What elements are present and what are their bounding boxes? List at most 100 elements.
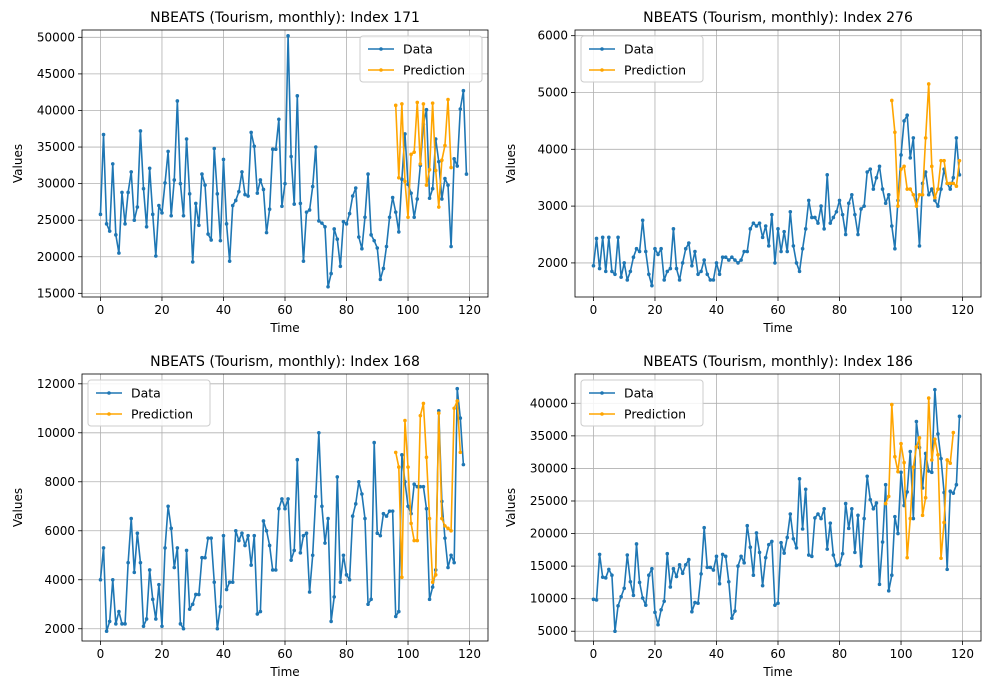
data-point bbox=[776, 227, 780, 231]
y-tick-label: 35000 bbox=[530, 429, 568, 443]
x-tick-label: 20 bbox=[647, 647, 662, 661]
data-point bbox=[221, 533, 226, 538]
data-point bbox=[705, 272, 710, 277]
data-point bbox=[665, 269, 670, 274]
data-point bbox=[240, 531, 244, 536]
data-point bbox=[850, 192, 854, 197]
data-point bbox=[723, 554, 728, 559]
data-point bbox=[230, 203, 235, 208]
data-point bbox=[430, 101, 435, 105]
subplot-top-left: 0 20 40 60 80 100 120 15000 20000 25000 30000 35000… bbox=[11, 10, 489, 335]
data-point bbox=[126, 190, 130, 195]
y-tick-label: 30000 bbox=[530, 461, 568, 475]
x-tick-label: 20 bbox=[647, 303, 662, 317]
data-point bbox=[653, 610, 657, 615]
data-point bbox=[464, 172, 469, 176]
data-point bbox=[286, 34, 290, 38]
data-point bbox=[902, 164, 906, 169]
data-point bbox=[261, 187, 266, 192]
data-point bbox=[893, 514, 897, 519]
data-point bbox=[292, 202, 297, 206]
x-tick-label: 120 bbox=[458, 303, 481, 317]
data-point bbox=[200, 555, 204, 560]
data-point bbox=[378, 533, 383, 538]
data-point bbox=[172, 178, 177, 182]
data-point bbox=[329, 271, 333, 276]
data-point bbox=[403, 132, 407, 136]
data-point bbox=[603, 269, 608, 274]
data-point bbox=[890, 573, 894, 578]
data-point bbox=[353, 502, 358, 506]
data-point bbox=[754, 224, 759, 228]
x-tick-label: 100 bbox=[890, 303, 913, 317]
data-point bbox=[267, 543, 272, 548]
data-point bbox=[384, 514, 389, 518]
data-point bbox=[393, 450, 398, 455]
x-tick-label: 0 bbox=[97, 647, 105, 661]
data-point bbox=[101, 132, 106, 137]
data-point bbox=[427, 196, 432, 201]
data-point bbox=[427, 516, 432, 521]
data-point bbox=[594, 598, 599, 602]
data-point bbox=[150, 212, 155, 217]
data-point bbox=[659, 607, 663, 612]
data-point bbox=[914, 419, 919, 424]
data-point bbox=[117, 609, 121, 614]
data-point bbox=[332, 595, 337, 599]
data-point bbox=[880, 540, 885, 544]
data-point bbox=[736, 261, 740, 265]
data-point bbox=[233, 198, 238, 203]
data-point bbox=[945, 567, 949, 572]
data-point bbox=[936, 432, 940, 436]
data-point bbox=[908, 187, 913, 191]
legend: Data Prediction bbox=[580, 379, 704, 427]
data-point bbox=[942, 158, 946, 163]
data-point bbox=[714, 554, 719, 559]
data-point bbox=[203, 183, 207, 187]
data-point bbox=[933, 198, 937, 203]
x-tick-label: 100 bbox=[890, 647, 913, 661]
data-point bbox=[246, 194, 250, 198]
data-point bbox=[166, 149, 170, 154]
data-point bbox=[144, 224, 149, 229]
data-point bbox=[421, 484, 426, 489]
series-line bbox=[593, 388, 961, 633]
data-point bbox=[850, 507, 854, 511]
data-point bbox=[800, 527, 805, 531]
data-point bbox=[834, 209, 839, 214]
data-point bbox=[674, 574, 679, 579]
data-point bbox=[427, 167, 432, 172]
data-point bbox=[945, 458, 949, 462]
data-point bbox=[616, 604, 620, 608]
data-point bbox=[132, 218, 137, 222]
data-point bbox=[298, 201, 303, 206]
data-point bbox=[415, 100, 420, 105]
data-point bbox=[249, 130, 253, 135]
data-point bbox=[939, 158, 943, 163]
data-point bbox=[643, 249, 648, 254]
y-tick-label: 35000 bbox=[37, 140, 75, 154]
data-point bbox=[776, 601, 780, 606]
data-point bbox=[865, 170, 869, 174]
data-point bbox=[141, 624, 146, 629]
data-point bbox=[745, 523, 750, 528]
data-point bbox=[733, 609, 737, 613]
data-point bbox=[822, 507, 826, 511]
data-point bbox=[896, 204, 900, 208]
data-point bbox=[197, 592, 201, 597]
x-tick-label: 60 bbox=[277, 647, 292, 661]
data-point bbox=[323, 224, 327, 229]
data-point bbox=[458, 416, 463, 420]
data-point bbox=[594, 236, 599, 241]
legend-marker bbox=[379, 68, 383, 72]
data-point bbox=[310, 184, 315, 189]
data-point bbox=[289, 154, 293, 159]
data-point bbox=[163, 546, 167, 550]
data-point bbox=[110, 577, 115, 582]
data-point bbox=[157, 203, 161, 208]
data-point bbox=[714, 261, 719, 265]
data-point bbox=[455, 386, 460, 391]
data-point bbox=[443, 176, 447, 181]
data-point bbox=[671, 566, 676, 571]
data-point bbox=[440, 158, 444, 163]
